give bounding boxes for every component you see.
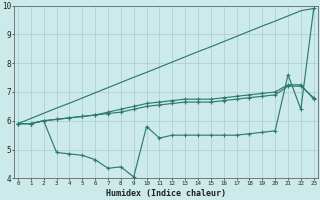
X-axis label: Humidex (Indice chaleur): Humidex (Indice chaleur) <box>106 189 226 198</box>
